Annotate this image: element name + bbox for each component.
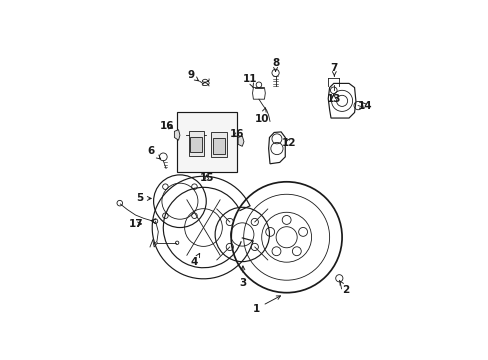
Bar xyxy=(212,138,224,154)
Text: 1: 1 xyxy=(252,296,280,314)
Text: 11: 11 xyxy=(243,74,257,87)
Text: 16: 16 xyxy=(229,129,244,139)
Text: 7: 7 xyxy=(330,63,337,76)
Bar xyxy=(188,131,203,156)
Bar xyxy=(177,112,236,172)
Text: 14: 14 xyxy=(357,100,371,111)
Text: 4: 4 xyxy=(190,253,199,267)
Text: 2: 2 xyxy=(339,280,348,296)
Text: 5: 5 xyxy=(136,193,151,203)
Text: 3: 3 xyxy=(239,266,246,288)
Text: 8: 8 xyxy=(271,58,279,71)
Text: 16: 16 xyxy=(159,121,174,131)
Text: 13: 13 xyxy=(326,94,340,104)
Text: 17: 17 xyxy=(129,219,143,229)
Polygon shape xyxy=(238,136,244,146)
Polygon shape xyxy=(174,130,180,140)
Text: 15: 15 xyxy=(199,174,214,184)
Text: 12: 12 xyxy=(282,138,296,148)
Bar xyxy=(190,137,202,153)
Text: 10: 10 xyxy=(254,108,268,125)
Text: 9: 9 xyxy=(187,70,198,81)
Text: 6: 6 xyxy=(147,146,160,159)
Bar xyxy=(210,132,226,157)
